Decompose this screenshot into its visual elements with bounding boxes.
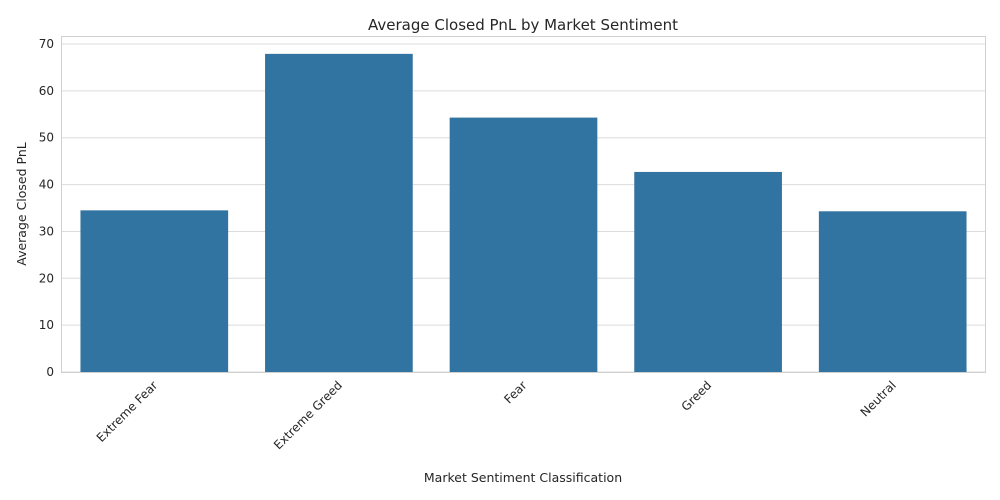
x-tick-label: Fear <box>501 378 529 406</box>
bars <box>80 53 967 373</box>
y-tick-label: 70 <box>39 37 54 51</box>
y-tick-label: 20 <box>39 271 54 285</box>
bar-extreme-greed <box>265 53 413 373</box>
plot-frame <box>61 36 986 373</box>
y-tick-label: 0 <box>46 365 54 379</box>
y-tick-label: 60 <box>39 84 54 98</box>
bar-fear <box>449 117 598 373</box>
y-tick-label: 30 <box>39 224 54 238</box>
chart-title: Average Closed PnL by Market Sentiment <box>368 16 678 34</box>
y-tick-label: 10 <box>39 318 54 332</box>
x-tick-label: Neutral <box>858 378 899 419</box>
x-tick-label: Extreme Fear <box>94 378 161 445</box>
x-tick-label: Greed <box>679 378 715 414</box>
x-axis-label: Market Sentiment Classification <box>424 470 622 485</box>
x-axis-ticks: Extreme Fear Extreme Greed Fear Greed Neutra… <box>94 378 899 452</box>
y-tick-label: 50 <box>39 131 54 145</box>
bar-greed <box>634 171 782 372</box>
y-tick-label: 40 <box>39 178 54 192</box>
y-axis-ticks: 0 10 20 30 40 50 60 70 <box>39 37 54 379</box>
y-axis-label: Average Closed PnL <box>14 142 29 266</box>
x-tick-label: Extreme Greed <box>271 378 345 452</box>
bar-extreme-fear <box>80 210 229 372</box>
bar-neutral <box>818 211 967 372</box>
